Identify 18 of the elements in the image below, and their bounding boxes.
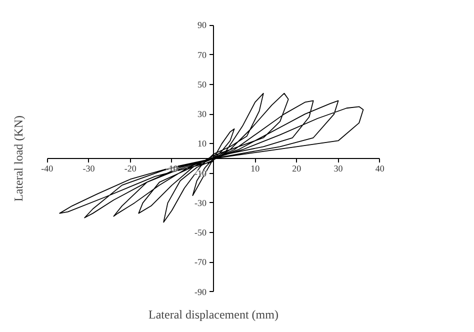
- y-tick-label: -70: [194, 257, 207, 268]
- y-tick-label: -50: [194, 228, 207, 238]
- x-tick-label: 10: [250, 164, 260, 174]
- y-axis-title: Lateral load (KN): [12, 116, 26, 202]
- x-tick-label: 30: [334, 164, 344, 174]
- y-tick-label: 90: [198, 20, 207, 30]
- x-axis-title: Lateral displacement (mm): [148, 308, 278, 322]
- y-tick-label: 30: [198, 109, 207, 120]
- x-tick-label: -40: [41, 164, 54, 174]
- y-tick-label: -30: [194, 198, 207, 208]
- x-tick-label: 40: [375, 164, 385, 174]
- y-tick-label: 70: [198, 50, 207, 60]
- y-tick-label: 10: [198, 138, 207, 149]
- y-tick-label: 50: [198, 79, 207, 90]
- x-tick-label: 20: [292, 164, 302, 174]
- x-tick-label: -30: [82, 164, 96, 174]
- x-tick-label: -20: [124, 164, 137, 174]
- y-tick-label: -90: [194, 286, 207, 297]
